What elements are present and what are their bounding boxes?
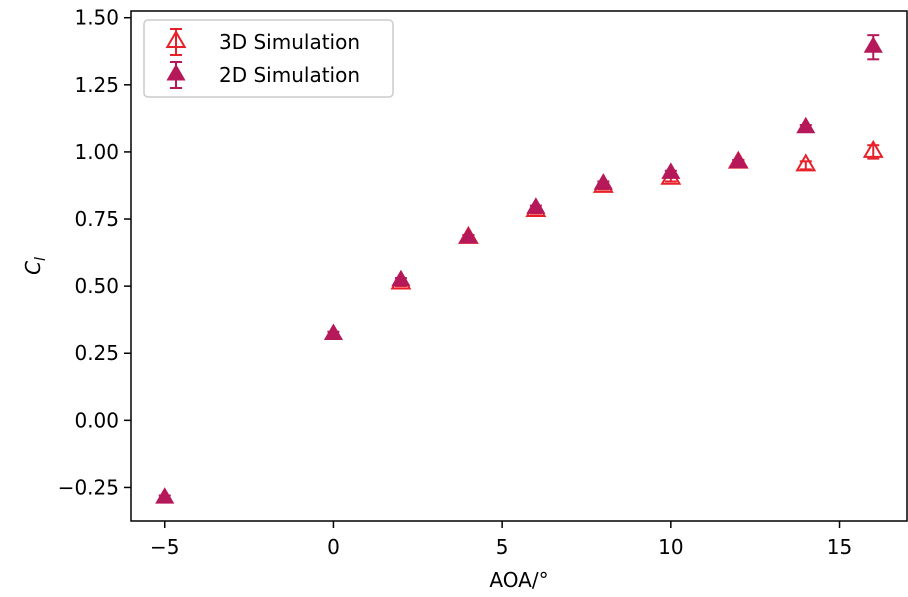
data-point: [728, 151, 748, 169]
data-point: [795, 153, 817, 172]
triangle-marker: [863, 36, 883, 53]
legend-entry: 2D Simulation: [166, 61, 360, 89]
triangle-marker: [155, 487, 175, 504]
legend: 3D Simulation 2D Simulation: [143, 19, 394, 98]
y-tick-label: 0.75: [74, 207, 119, 231]
legend-label: 3D Simulation: [219, 30, 360, 54]
plot-frame: [130, 10, 908, 522]
y-axis-title: Cl: [21, 257, 49, 275]
data-point: [323, 323, 344, 340]
triangle-marker: [593, 173, 613, 190]
y-tick-label: 0.00: [74, 408, 119, 432]
legend-box: [143, 19, 394, 98]
data-point: [862, 139, 884, 160]
x-tick-label: −5: [150, 535, 179, 559]
x-axis-title: AOA/°: [489, 568, 548, 592]
x-tick-label: 15: [827, 535, 852, 559]
chart-marks: [155, 34, 884, 504]
y-axis-title-main: C: [21, 261, 45, 275]
y-axis-title-sub: l: [33, 257, 49, 261]
y-tick-label: 0.25: [74, 341, 119, 365]
data-point: [526, 197, 546, 214]
triangle-marker: [728, 151, 748, 169]
triangle-marker: [862, 139, 884, 158]
legend-marker: [165, 30, 187, 48]
y-tick-label: 1.00: [74, 140, 119, 164]
x-tick-label: 10: [658, 535, 683, 559]
y-tick-label: 1.50: [74, 6, 119, 30]
y-tick-label: −0.25: [58, 475, 119, 499]
data-point: [391, 269, 411, 287]
y-tick-label: 1.25: [74, 73, 119, 97]
data-point: [458, 226, 478, 244]
x-tick-label: 0: [327, 535, 340, 559]
legend-marker: [166, 64, 186, 81]
triangle-marker: [796, 116, 816, 134]
legend-entry: 3D Simulation: [165, 28, 360, 56]
triangle-marker: [526, 197, 546, 214]
data-point: [661, 162, 681, 179]
x-axis: −5 0 5 10 15: [150, 521, 852, 559]
y-tick-label: 0.50: [74, 274, 119, 298]
triangle-marker: [323, 323, 344, 340]
triangle-marker: [458, 226, 478, 244]
series-1: [390, 139, 884, 290]
y-axis: −0.25 0.00 0.25 0.50 0.75 1.00 1.25 1.50: [58, 6, 131, 499]
series-2: [155, 34, 883, 504]
data-point: [593, 173, 613, 190]
data-point: [155, 487, 175, 504]
data-point: [863, 34, 883, 61]
triangle-marker: [391, 269, 411, 287]
x-tick-label: 5: [496, 535, 509, 559]
data-point: [796, 116, 816, 134]
triangle-marker: [661, 162, 681, 179]
triangle-marker: [795, 153, 817, 172]
legend-label: 2D Simulation: [219, 63, 360, 87]
